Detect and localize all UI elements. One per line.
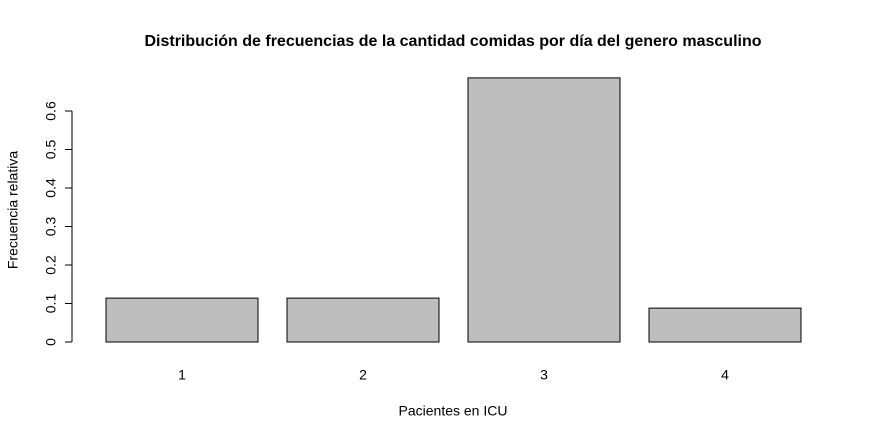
x-axis-title: Pacientes en ICU [399,403,508,419]
x-tick-label: 4 [721,367,729,383]
y-tick-label: 0.3 [43,217,59,237]
x-tick-label: 3 [540,367,548,383]
y-tick-label: 0.4 [43,178,59,198]
y-tick-label: 0.2 [43,255,59,275]
bar [286,297,440,343]
bar [105,297,259,343]
y-axis-title: Frecuencia relativa [5,151,21,269]
bar [467,77,621,343]
y-tick-label: 0 [43,338,59,346]
y-tick-label: 0.1 [43,294,59,314]
y-tick-label: 0.5 [43,140,59,160]
x-tick-label: 2 [359,367,367,383]
bar [648,307,802,343]
x-tick-label: 1 [178,367,186,383]
chart-title: Distribución de frecuencias de la cantid… [144,33,761,50]
y-tick-label: 0.6 [43,101,59,121]
